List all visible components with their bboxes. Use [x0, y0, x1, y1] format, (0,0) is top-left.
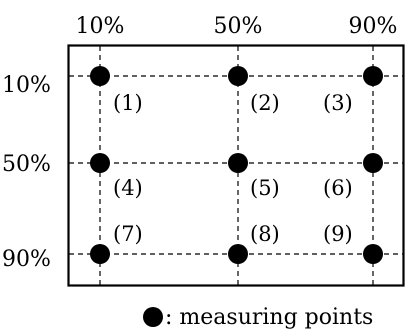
column-label-90: 90%: [349, 14, 398, 39]
legend-point-icon: [143, 307, 163, 327]
point-label-6: (6): [323, 176, 353, 200]
point-label-3: (3): [323, 91, 353, 115]
point-label-7: (7): [113, 222, 143, 246]
row-label-90: 90%: [2, 247, 51, 272]
measuring-point-6: [363, 153, 383, 173]
row-label-10: 10%: [2, 73, 51, 98]
point-label-5: (5): [250, 176, 280, 200]
point-label-9: (9): [323, 222, 353, 246]
measuring-point-4: [90, 153, 110, 173]
legend: ● : measuring points: [143, 305, 373, 330]
legend-symbol: ●: [143, 305, 162, 330]
measuring-point-2: [228, 66, 248, 86]
measuring-point-7: [90, 244, 110, 264]
point-label-4: (4): [113, 176, 143, 200]
row-label-50: 50%: [2, 152, 51, 177]
measuring-point-1: [90, 66, 110, 86]
point-label-2: (2): [250, 91, 280, 115]
legend-text: : measuring points: [165, 305, 373, 330]
measuring-point-8: [228, 244, 248, 264]
measurement-area-frame: [67, 44, 405, 287]
column-label-10: 10%: [76, 14, 125, 39]
column-label-50: 50%: [214, 14, 263, 39]
measuring-point-5: [228, 153, 248, 173]
point-label-1: (1): [113, 91, 143, 115]
measuring-point-9: [363, 244, 383, 264]
measuring-points: [90, 66, 383, 264]
point-label-8: (8): [250, 222, 280, 246]
measuring-point-3: [363, 66, 383, 86]
